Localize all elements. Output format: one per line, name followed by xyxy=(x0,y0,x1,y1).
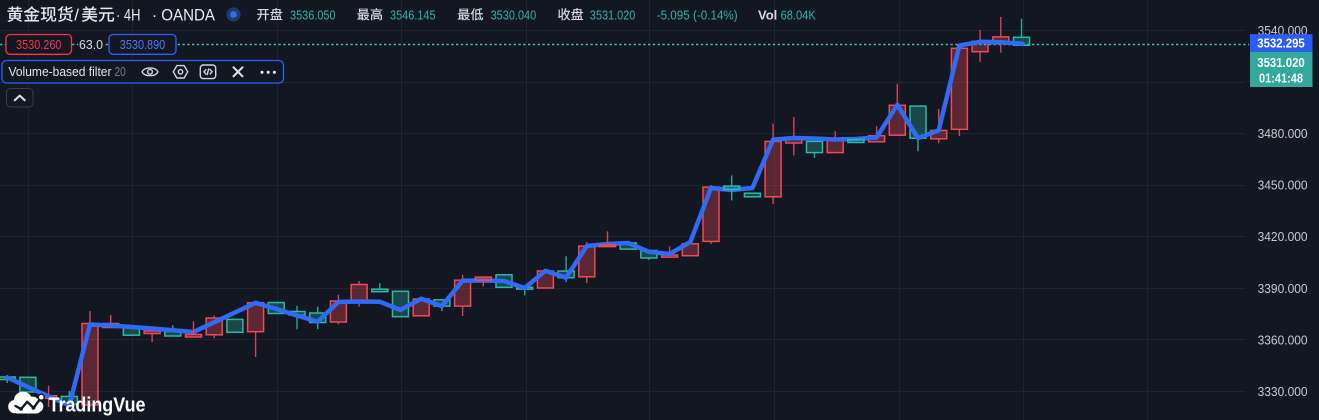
svg-text:63.0: 63.0 xyxy=(79,37,103,52)
svg-text:Volume-based filter: Volume-based filter xyxy=(9,64,113,79)
svg-text:3530.040: 3530.040 xyxy=(491,7,537,22)
svg-text:/: / xyxy=(74,6,79,25)
svg-text:3546.145: 3546.145 xyxy=(390,7,436,22)
svg-text:3330.000: 3330.000 xyxy=(1258,384,1308,399)
svg-text:3390.000: 3390.000 xyxy=(1258,281,1308,296)
svg-text:01:41:48: 01:41:48 xyxy=(1259,71,1303,86)
svg-text:68.04K: 68.04K xyxy=(781,7,817,22)
svg-text:3531.020: 3531.020 xyxy=(590,7,636,22)
svg-text:3420.000: 3420.000 xyxy=(1258,229,1308,244)
svg-text:3480.000: 3480.000 xyxy=(1258,126,1308,141)
svg-text:3360.000: 3360.000 xyxy=(1258,332,1308,347)
svg-text:3530.260: 3530.260 xyxy=(16,37,62,52)
svg-text:· OANDA: · OANDA xyxy=(152,7,215,25)
svg-text:TradingVue: TradingVue xyxy=(49,395,146,417)
svg-text:3532.295: 3532.295 xyxy=(1257,36,1305,51)
svg-text:3531.020: 3531.020 xyxy=(1257,55,1305,70)
svg-text:3536.050: 3536.050 xyxy=(290,7,336,22)
svg-text:3530.890: 3530.890 xyxy=(120,37,166,52)
svg-text:· 4H: · 4H xyxy=(116,7,141,25)
svg-text:3450.000: 3450.000 xyxy=(1258,178,1308,193)
svg-text:-5.095 (-0.14%): -5.095 (-0.14%) xyxy=(657,7,738,22)
svg-text:Vol: Vol xyxy=(758,7,777,22)
svg-text:20: 20 xyxy=(115,64,126,79)
